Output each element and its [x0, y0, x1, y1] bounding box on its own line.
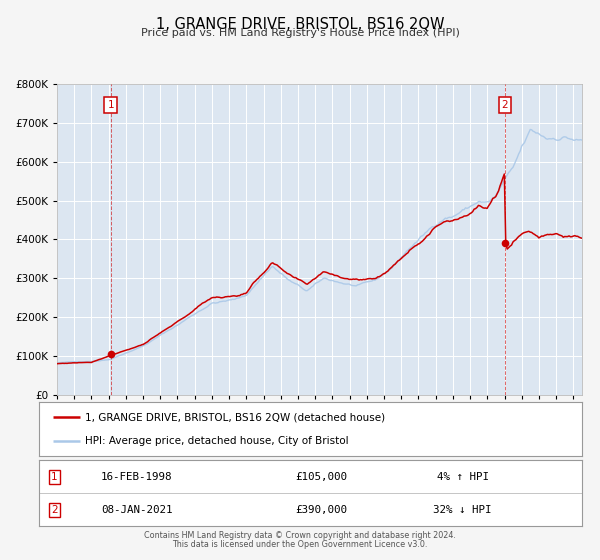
Text: HPI: Average price, detached house, City of Bristol: HPI: Average price, detached house, City… [85, 436, 349, 446]
Text: 1, GRANGE DRIVE, BRISTOL, BS16 2QW (detached house): 1, GRANGE DRIVE, BRISTOL, BS16 2QW (deta… [85, 412, 385, 422]
Text: £390,000: £390,000 [295, 505, 347, 515]
Text: Price paid vs. HM Land Registry's House Price Index (HPI): Price paid vs. HM Land Registry's House … [140, 28, 460, 38]
Text: 4% ↑ HPI: 4% ↑ HPI [437, 472, 488, 482]
Text: 1: 1 [51, 472, 58, 482]
Text: £105,000: £105,000 [295, 472, 347, 482]
Text: 2: 2 [502, 100, 508, 110]
Text: This data is licensed under the Open Government Licence v3.0.: This data is licensed under the Open Gov… [172, 540, 428, 549]
Text: 08-JAN-2021: 08-JAN-2021 [101, 505, 172, 515]
Text: Contains HM Land Registry data © Crown copyright and database right 2024.: Contains HM Land Registry data © Crown c… [144, 531, 456, 540]
Text: 32% ↓ HPI: 32% ↓ HPI [433, 505, 492, 515]
Text: 16-FEB-1998: 16-FEB-1998 [101, 472, 172, 482]
Text: 1: 1 [107, 100, 114, 110]
Text: 2: 2 [51, 505, 58, 515]
Text: 1, GRANGE DRIVE, BRISTOL, BS16 2QW: 1, GRANGE DRIVE, BRISTOL, BS16 2QW [156, 17, 444, 32]
